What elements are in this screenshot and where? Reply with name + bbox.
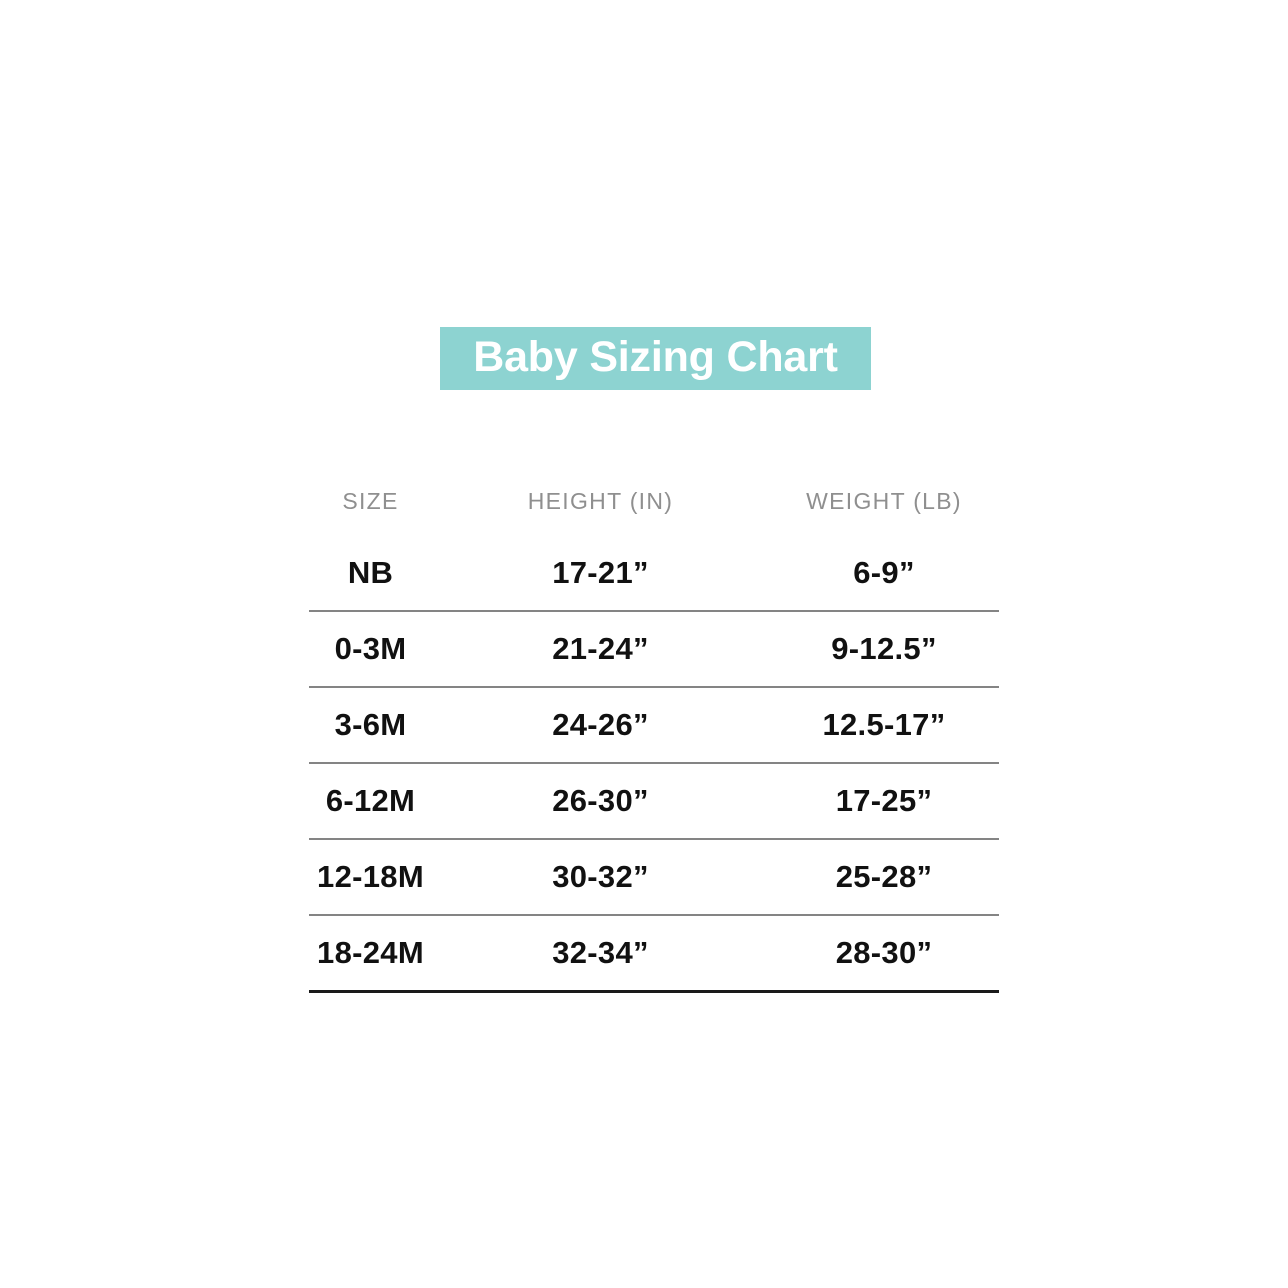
sizing-table: SIZE HEIGHT (IN) WEIGHT (LB) NB 17-21” 6…	[309, 480, 999, 993]
table-row: 12-18M 30-32” 25-28”	[309, 839, 999, 916]
cell-height: 21-24”	[432, 611, 769, 688]
cell-height: 24-26”	[432, 687, 769, 764]
table-row: 18-24M 32-34” 28-30”	[309, 915, 999, 993]
cell-size: 0-3M	[309, 611, 432, 688]
cell-weight: 6-9”	[769, 536, 999, 612]
table-body: NB 17-21” 6-9” 0-3M 21-24” 9-12.5” 3-6M …	[309, 536, 999, 993]
table-header: SIZE HEIGHT (IN) WEIGHT (LB)	[309, 480, 999, 536]
cell-size: 3-6M	[309, 687, 432, 764]
table-header-row: SIZE HEIGHT (IN) WEIGHT (LB)	[309, 480, 999, 536]
cell-height: 30-32”	[432, 839, 769, 916]
sizing-table-container: SIZE HEIGHT (IN) WEIGHT (LB) NB 17-21” 6…	[309, 480, 999, 993]
cell-weight: 17-25”	[769, 763, 999, 840]
column-header-size: SIZE	[342, 487, 399, 514]
table-row: 6-12M 26-30” 17-25”	[309, 763, 999, 840]
page-title: Baby Sizing Chart	[473, 332, 838, 381]
cell-size: 18-24M	[309, 915, 432, 993]
cell-height: 32-34”	[432, 915, 769, 993]
cell-height: 17-21”	[432, 536, 769, 612]
cell-weight: 9-12.5”	[769, 611, 999, 688]
cell-height: 26-30”	[432, 763, 769, 840]
column-header-weight: WEIGHT (LB)	[806, 487, 962, 514]
cell-size: 12-18M	[309, 839, 432, 916]
cell-weight: 12.5-17”	[769, 687, 999, 764]
cell-size: NB	[309, 536, 432, 612]
cell-weight: 28-30”	[769, 915, 999, 993]
title-banner: Baby Sizing Chart	[440, 327, 871, 390]
table-row: NB 17-21” 6-9”	[309, 536, 999, 612]
table-row: 3-6M 24-26” 12.5-17”	[309, 687, 999, 764]
cell-weight: 25-28”	[769, 839, 999, 916]
table-row: 0-3M 21-24” 9-12.5”	[309, 611, 999, 688]
column-header-height: HEIGHT (IN)	[527, 487, 674, 514]
cell-size: 6-12M	[309, 763, 432, 840]
